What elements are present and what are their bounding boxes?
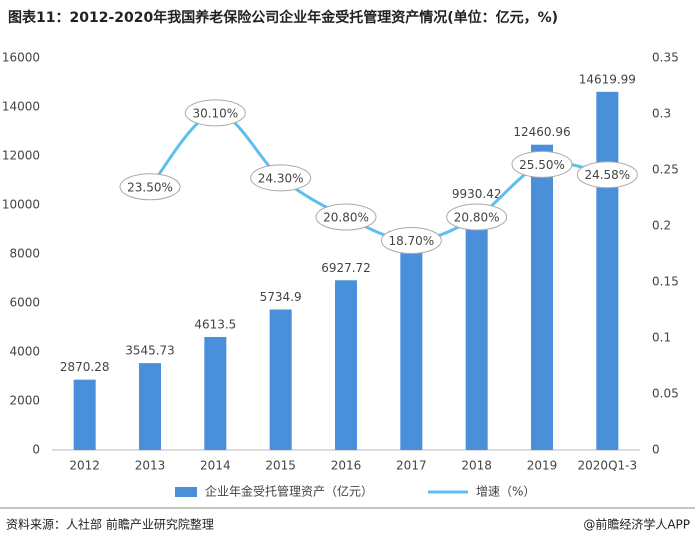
bar-value-label: 2870.28	[60, 360, 110, 374]
bar	[531, 144, 553, 450]
label-bubble	[380, 227, 442, 255]
bar	[465, 206, 488, 450]
x-tick-label: 2020Q1-3	[578, 459, 638, 473]
y-tick-label: 10000	[2, 198, 40, 212]
line-value-label: 30.10%	[192, 106, 238, 120]
credit: @前瞻经济学人APP	[583, 517, 690, 532]
chart-title: 图表11：2012-2020年我国养老保险公司企业年金受托管理资产情况(单位：亿…	[8, 9, 558, 26]
y2-tick-label: 0	[652, 443, 660, 457]
label-bubble	[446, 203, 508, 231]
y2-tick-label: 0.2	[652, 219, 671, 233]
bar-value-label: 5734.9	[260, 290, 302, 304]
y-tick-label: 16000	[2, 51, 40, 65]
bar	[269, 309, 292, 450]
label-bubble	[184, 99, 246, 127]
bar	[596, 91, 619, 450]
bar-value-label: 4613.5	[194, 317, 236, 331]
label-bubble	[511, 150, 573, 178]
bar-value-label: 9930.42	[452, 187, 502, 201]
bar	[400, 248, 423, 450]
line-value-label: 18.70%	[388, 234, 434, 248]
x-tick-label: 2013	[135, 459, 166, 473]
legend-swatch	[175, 487, 197, 497]
y-tick-label: 2000	[9, 394, 40, 408]
bar-value-label: 6927.72	[321, 261, 371, 275]
x-tick-label: 2014	[200, 459, 231, 473]
line-value-label: 23.50%	[127, 180, 173, 194]
x-tick-label: 2016	[331, 459, 362, 473]
label-bubble	[576, 161, 638, 189]
label-bubble	[315, 203, 377, 231]
y2-tick-label: 0.1	[652, 331, 671, 345]
y-tick-label: 0	[32, 443, 40, 457]
y2-tick-label: 0.35	[652, 51, 679, 65]
legend-label: 企业年金受托管理资产（亿元）	[205, 484, 373, 499]
bar	[139, 363, 161, 450]
bar	[73, 379, 96, 450]
bar-value-label: 3545.73	[125, 344, 175, 358]
label-bubble	[119, 173, 181, 201]
source: 资料来源：人社部 前瞻产业研究院整理	[6, 517, 214, 532]
x-tick-label: 2017	[396, 459, 427, 473]
bar-value-label: 14619.99	[579, 72, 636, 86]
bar-value-label: 12460.96	[513, 125, 570, 139]
line-value-label: 24.58%	[584, 168, 630, 182]
x-tick-label: 2018	[461, 459, 492, 473]
line-value-label: 25.50%	[519, 158, 565, 172]
y2-tick-label: 0.05	[652, 387, 679, 401]
bar	[335, 280, 357, 450]
x-tick-label: 2019	[527, 459, 558, 473]
y-tick-label: 8000	[9, 247, 40, 261]
y2-tick-label: 0.15	[652, 275, 679, 289]
line-value-label: 24.30%	[258, 171, 304, 185]
y-tick-label: 6000	[9, 296, 40, 310]
label-bubble	[250, 164, 312, 192]
y-tick-label: 12000	[2, 149, 40, 163]
y-tick-label: 14000	[2, 100, 40, 114]
y2-tick-label: 0.25	[652, 163, 679, 177]
bar	[204, 336, 227, 450]
line-value-label: 20.80%	[323, 211, 369, 225]
legend-label: 增速（%）	[476, 485, 535, 499]
x-tick-label: 2012	[69, 459, 100, 473]
y2-tick-label: 0.3	[652, 107, 671, 121]
line-value-label: 20.80%	[454, 211, 500, 225]
y-tick-label: 4000	[9, 345, 40, 359]
x-tick-label: 2015	[265, 459, 296, 473]
